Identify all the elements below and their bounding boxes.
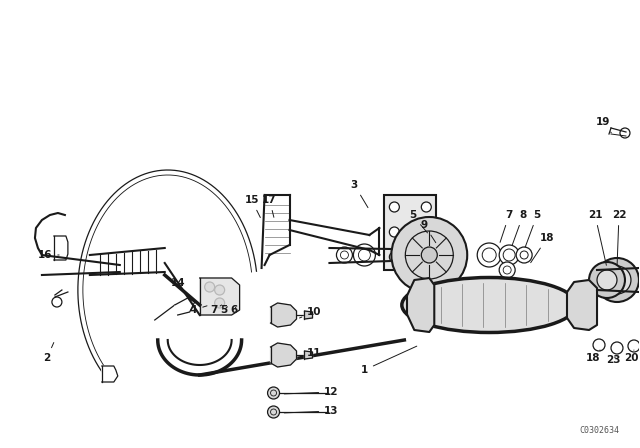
Polygon shape [271, 303, 296, 327]
Circle shape [389, 252, 399, 262]
Circle shape [214, 285, 225, 295]
Circle shape [214, 298, 225, 308]
Text: 11: 11 [300, 348, 322, 358]
Polygon shape [567, 280, 597, 330]
Circle shape [589, 262, 625, 298]
Text: 18: 18 [586, 350, 600, 363]
Circle shape [268, 387, 280, 399]
Circle shape [593, 339, 605, 351]
Circle shape [597, 270, 617, 290]
Text: 7: 7 [500, 210, 513, 242]
FancyBboxPatch shape [385, 195, 436, 270]
Text: 8: 8 [512, 210, 527, 246]
Circle shape [205, 282, 214, 292]
Polygon shape [175, 298, 195, 315]
Text: 18: 18 [531, 233, 554, 263]
Circle shape [421, 252, 431, 262]
Circle shape [278, 311, 287, 319]
Text: 22: 22 [612, 210, 626, 265]
Text: 19: 19 [596, 117, 611, 133]
Text: 3: 3 [351, 180, 368, 207]
Circle shape [337, 247, 353, 263]
Circle shape [421, 227, 431, 237]
Text: 13: 13 [284, 406, 339, 416]
Circle shape [389, 202, 399, 212]
Circle shape [595, 258, 639, 302]
Circle shape [499, 245, 519, 265]
Polygon shape [305, 351, 312, 359]
Polygon shape [271, 343, 296, 367]
Text: 14: 14 [170, 278, 188, 296]
Circle shape [389, 227, 399, 237]
Circle shape [603, 266, 631, 294]
Text: 20: 20 [624, 350, 638, 363]
Circle shape [268, 406, 280, 418]
Text: 4: 4 [190, 305, 207, 315]
Circle shape [353, 244, 376, 266]
Text: 21: 21 [588, 210, 606, 265]
Circle shape [421, 247, 437, 263]
Polygon shape [102, 366, 118, 382]
Circle shape [391, 217, 467, 293]
Polygon shape [407, 278, 435, 332]
Circle shape [516, 247, 532, 263]
Text: C0302634: C0302634 [579, 426, 619, 435]
Text: 10: 10 [300, 307, 322, 318]
Circle shape [421, 202, 431, 212]
Text: 17: 17 [262, 195, 277, 217]
Circle shape [628, 340, 640, 352]
Circle shape [477, 243, 501, 267]
Circle shape [278, 351, 287, 359]
Circle shape [611, 342, 623, 354]
Polygon shape [305, 311, 312, 319]
Text: 15: 15 [244, 195, 260, 218]
Text: 16: 16 [38, 250, 59, 260]
Text: 5: 5 [220, 305, 227, 315]
Text: 6: 6 [230, 305, 237, 315]
Circle shape [499, 262, 515, 278]
Text: 23: 23 [605, 355, 620, 365]
Text: 5: 5 [409, 210, 428, 233]
Polygon shape [200, 278, 239, 315]
Text: 1: 1 [361, 346, 417, 375]
Text: 7: 7 [210, 305, 221, 315]
Text: 2: 2 [44, 343, 54, 363]
Text: 9: 9 [420, 220, 436, 243]
Text: 12: 12 [284, 387, 339, 397]
Text: 5: 5 [525, 210, 541, 247]
Ellipse shape [402, 277, 577, 332]
